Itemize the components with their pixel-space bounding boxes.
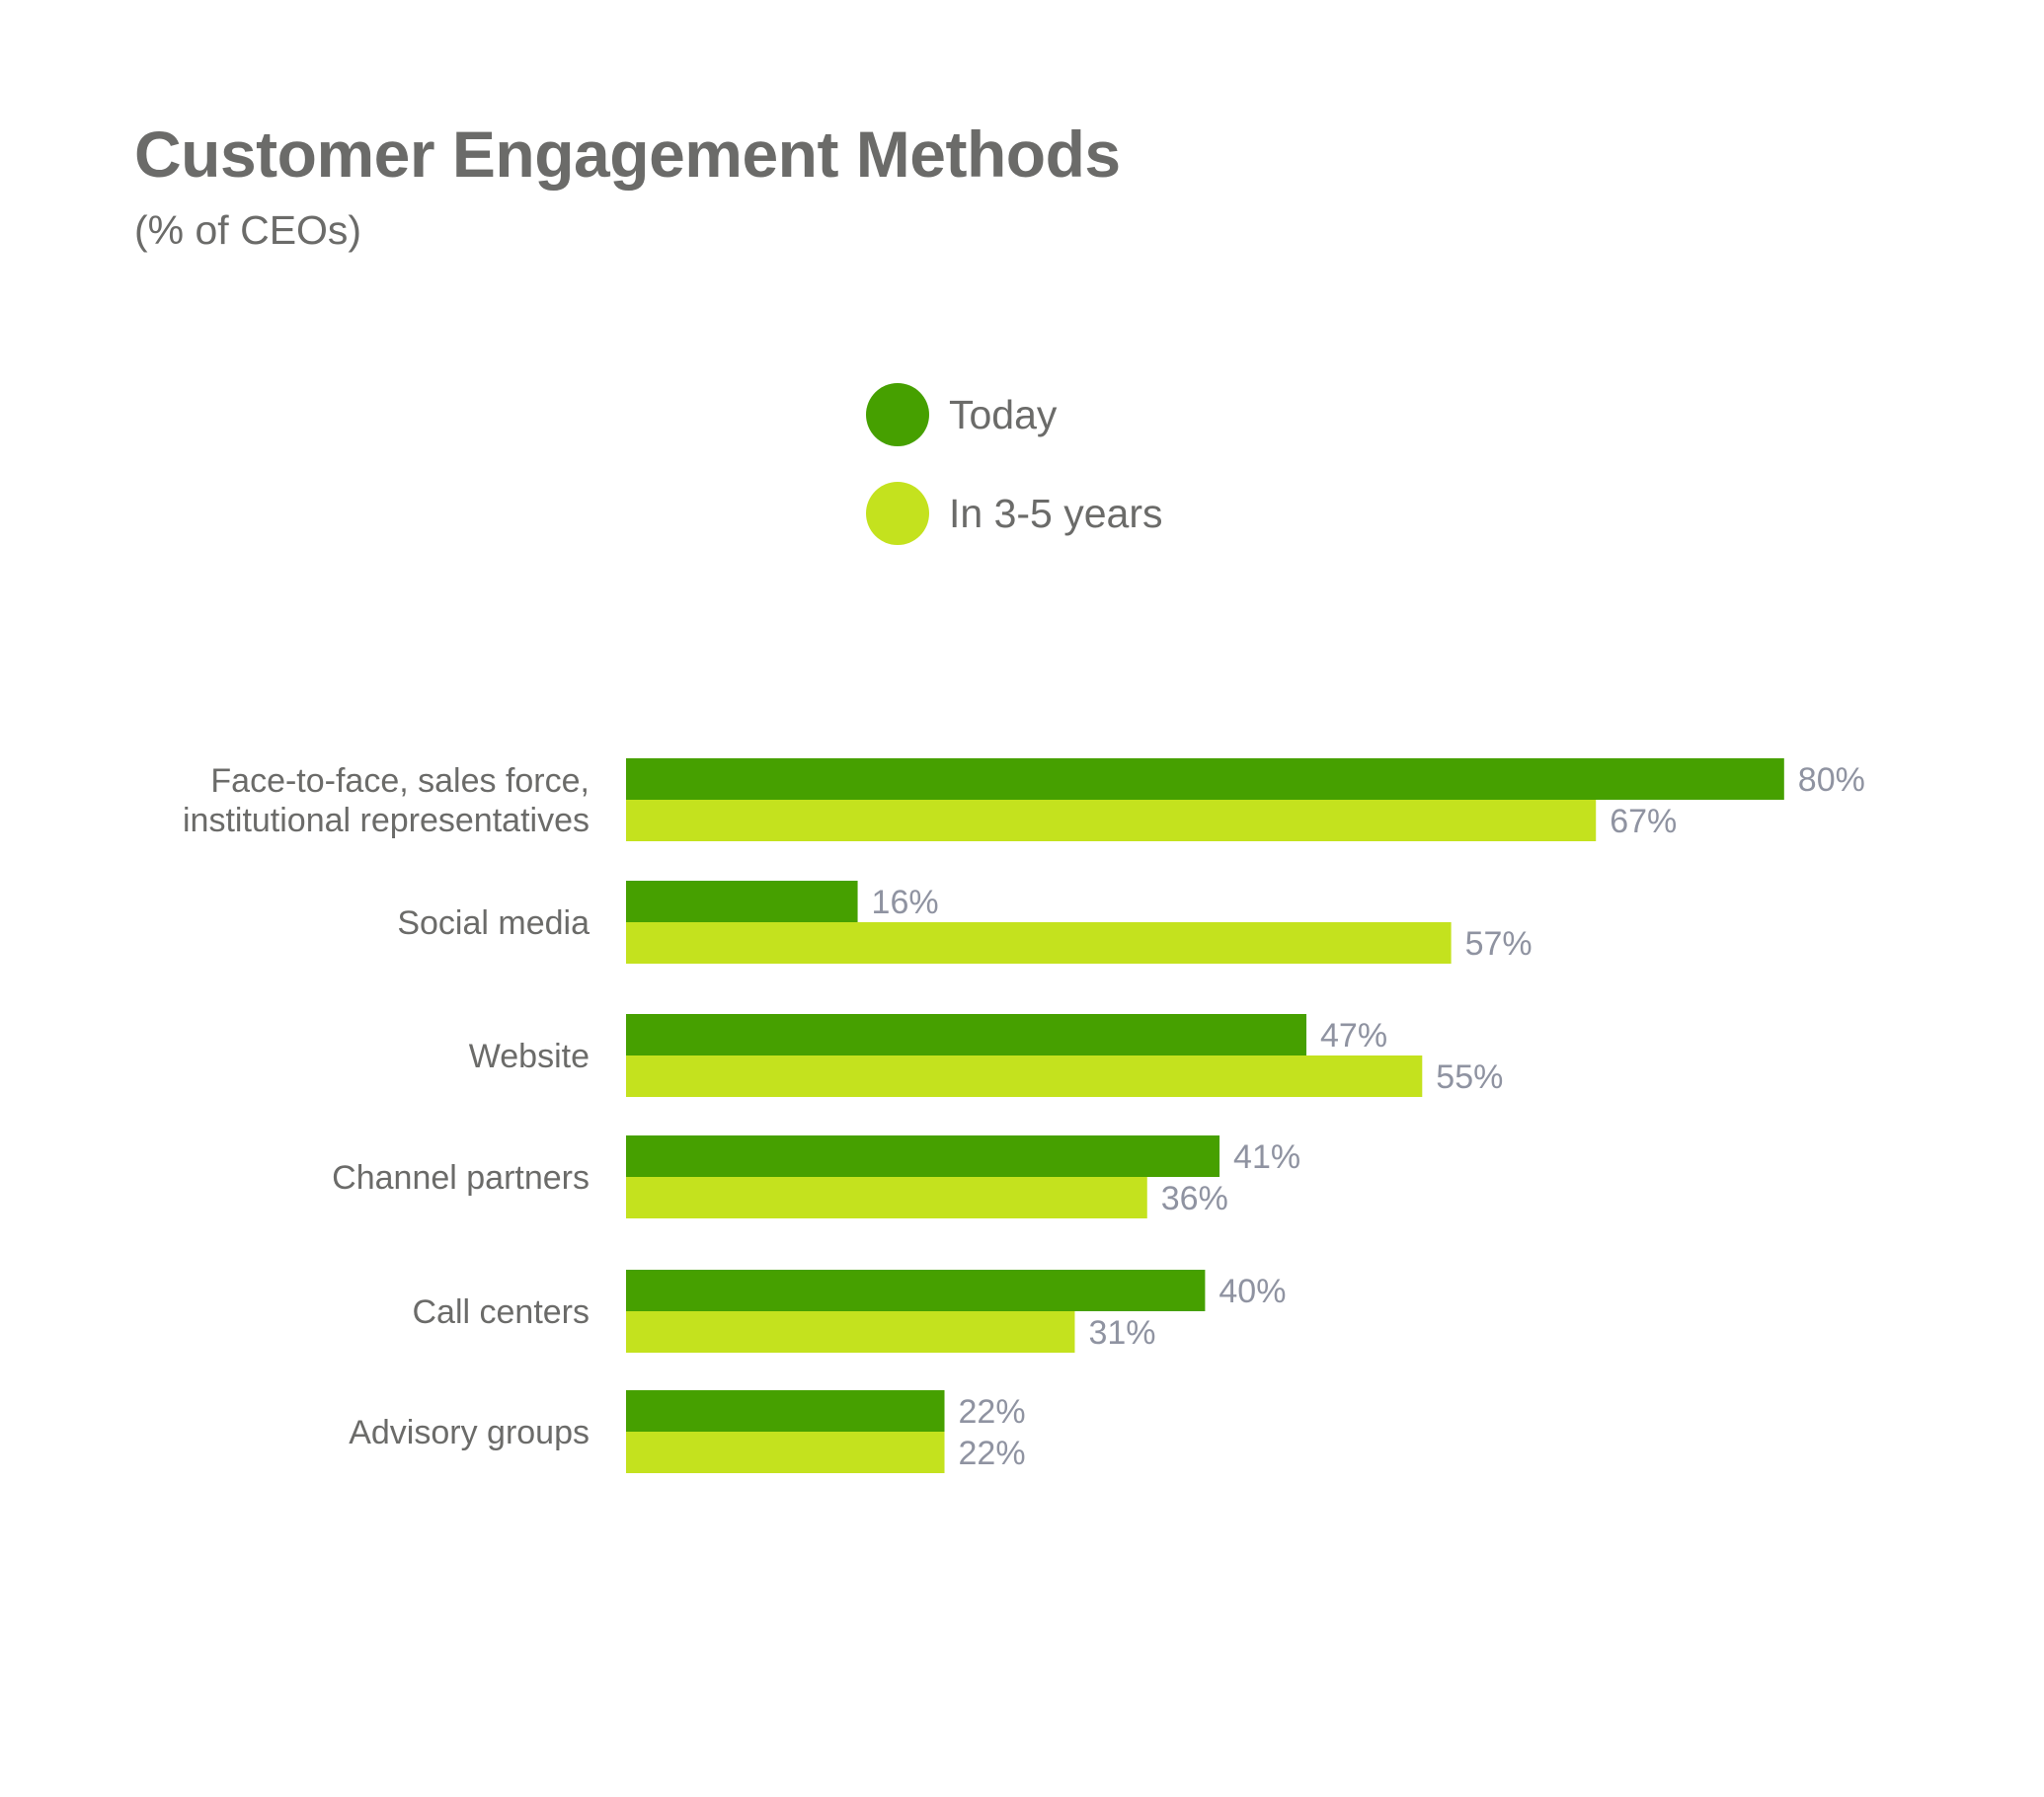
bar-today-advisory-groups [626, 1390, 945, 1432]
category-label-website: Website [469, 1038, 590, 1075]
bar-today-call-centers [626, 1270, 1206, 1311]
value-label-in-3-5-years-face-to-face-sales-force-institutional-representatives: 67% [1610, 803, 1677, 840]
category-label-face-to-face-sales-force-institutional-representatives-line-2: institutional representatives [183, 802, 590, 839]
bar-in-3-5-years-advisory-groups [626, 1432, 945, 1473]
bar-in-3-5-years-channel-partners [626, 1177, 1147, 1218]
category-label-channel-partners: Channel partners [332, 1159, 590, 1197]
value-label-in-3-5-years-channel-partners: 36% [1161, 1180, 1228, 1217]
category-label-advisory-groups: Advisory groups [349, 1414, 590, 1451]
bar-today-channel-partners [626, 1135, 1220, 1177]
bar-today-social-media [626, 881, 858, 922]
legend-swatch-in-3-5-years [866, 482, 929, 545]
bar-in-3-5-years-call-centers [626, 1311, 1075, 1353]
chart-subtitle: (% of CEOs) [134, 207, 362, 253]
legend-item-in-3-5-years: In 3-5 years [866, 482, 1163, 545]
bar-today-face-to-face-sales-force-institutional-representatives [626, 758, 1784, 800]
category-label-call-centers: Call centers [412, 1293, 590, 1331]
bar-in-3-5-years-face-to-face-sales-force-institutional-representatives [626, 800, 1597, 841]
value-label-in-3-5-years-social-media: 57% [1465, 925, 1533, 963]
bar-in-3-5-years-website [626, 1055, 1423, 1097]
value-label-today-face-to-face-sales-force-institutional-representatives: 80% [1798, 761, 1865, 799]
category-label-face-to-face-sales-force-institutional-representatives-line-1: Face-to-face, sales force, [210, 762, 590, 800]
value-label-today-channel-partners: 41% [1233, 1138, 1300, 1176]
legend-label-in-3-5-years: In 3-5 years [949, 490, 1163, 536]
value-label-today-call-centers: 40% [1219, 1273, 1286, 1310]
chart-title: Customer Engagement Methods [134, 117, 1121, 191]
value-label-in-3-5-years-website: 55% [1436, 1058, 1503, 1096]
legend-item-today: Today [866, 383, 1057, 446]
bar-in-3-5-years-social-media [626, 922, 1452, 964]
value-label-today-social-media: 16% [872, 884, 939, 921]
value-label-in-3-5-years-call-centers: 31% [1088, 1314, 1155, 1352]
value-label-today-advisory-groups: 22% [959, 1393, 1026, 1431]
bar-today-website [626, 1014, 1307, 1055]
category-label-social-media: Social media [397, 904, 590, 942]
legend-swatch-today [866, 383, 929, 446]
legend-label-today: Today [949, 391, 1058, 437]
value-label-today-website: 47% [1320, 1017, 1387, 1055]
value-label-in-3-5-years-advisory-groups: 22% [959, 1435, 1026, 1472]
